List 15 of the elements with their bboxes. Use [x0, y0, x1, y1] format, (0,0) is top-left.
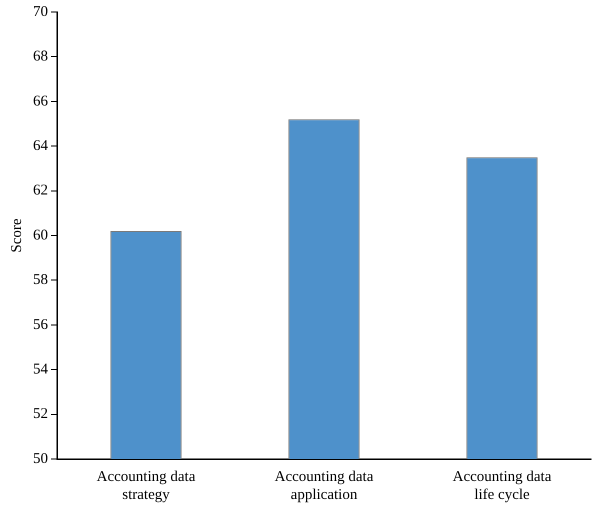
y-tick-label: 66 — [33, 93, 48, 110]
y-axis-title: Score — [8, 218, 25, 253]
y-tick-label: 50 — [33, 450, 48, 467]
y-tick-label: 56 — [33, 316, 48, 333]
y-tick-label: 58 — [33, 272, 48, 288]
y-tick-label: 64 — [33, 138, 48, 154]
x-tick-label: Accounting data strategy — [96, 468, 196, 503]
y-tick-label: 60 — [33, 227, 48, 244]
y-tick-label: 70 — [33, 4, 48, 20]
y-tick-label: 54 — [33, 362, 48, 378]
y-tick-label: 52 — [33, 406, 48, 422]
y-tick-label: 68 — [33, 48, 48, 65]
x-tick-label: Accounting data life cycle — [452, 468, 552, 503]
x-tick-label: Accounting data application — [274, 468, 374, 503]
y-tick-label: 62 — [33, 182, 48, 199]
